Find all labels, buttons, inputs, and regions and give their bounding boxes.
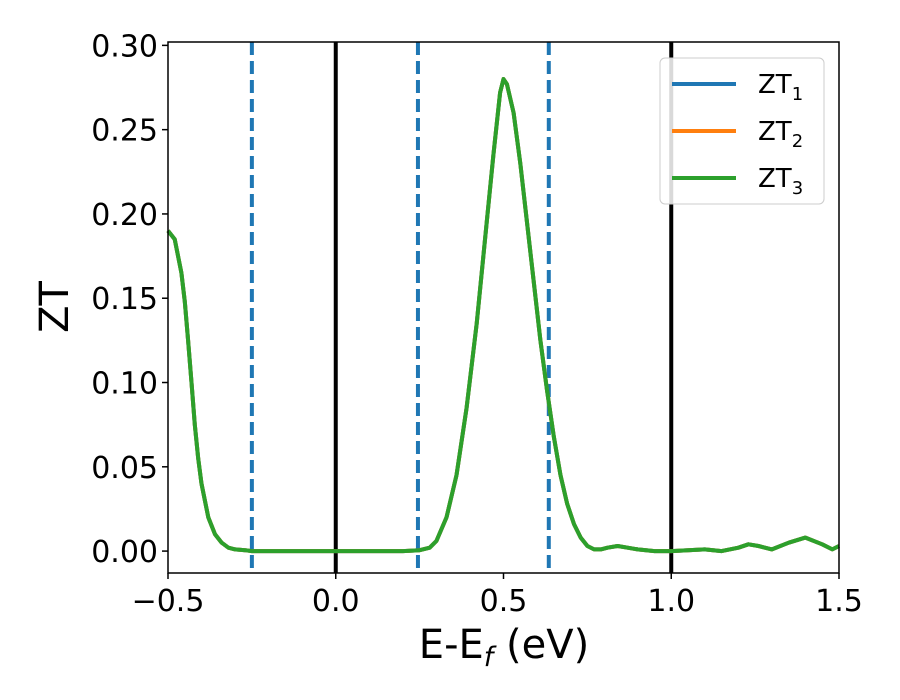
x-tick-label: 0.5: [480, 584, 528, 619]
x-axis-label-main: E-E: [419, 622, 484, 668]
y-tick-label: 0.10: [91, 367, 158, 402]
y-tick-label: 0.30: [91, 29, 158, 64]
y-tick-label: 0.25: [91, 114, 158, 149]
y-tick-label: 0.15: [91, 282, 158, 317]
y-tick-label: 0.20: [91, 198, 158, 233]
x-tick-label: 1.0: [647, 584, 695, 619]
legend-label-2: ZT2: [758, 117, 803, 152]
x-tick-label: 0.0: [312, 584, 360, 619]
legend-label-3: ZT3: [758, 164, 803, 199]
legend-box: [659, 57, 825, 205]
x-axis-label-unit: (eV): [493, 622, 589, 668]
x-tick-label: −0.5: [132, 584, 205, 619]
legend: ZT1 ZT2 ZT3: [659, 57, 825, 205]
legend-label-1: ZT1: [758, 70, 803, 105]
y-tick-label: 0.00: [91, 535, 158, 570]
x-axis-label: E-Ef (eV): [419, 622, 589, 673]
series-line-3: [166, 77, 840, 554]
y-axis-label: ZT: [32, 281, 78, 333]
x-tick-label: 1.5: [815, 584, 863, 619]
plot-area: [166, 42, 840, 573]
axis-ticks: −0.5 0.0 0.5 1.0 1.5 0.00 0.05 0.10 0.15 0.20 0.25…: [91, 29, 863, 619]
y-tick-label: 0.05: [91, 451, 158, 486]
